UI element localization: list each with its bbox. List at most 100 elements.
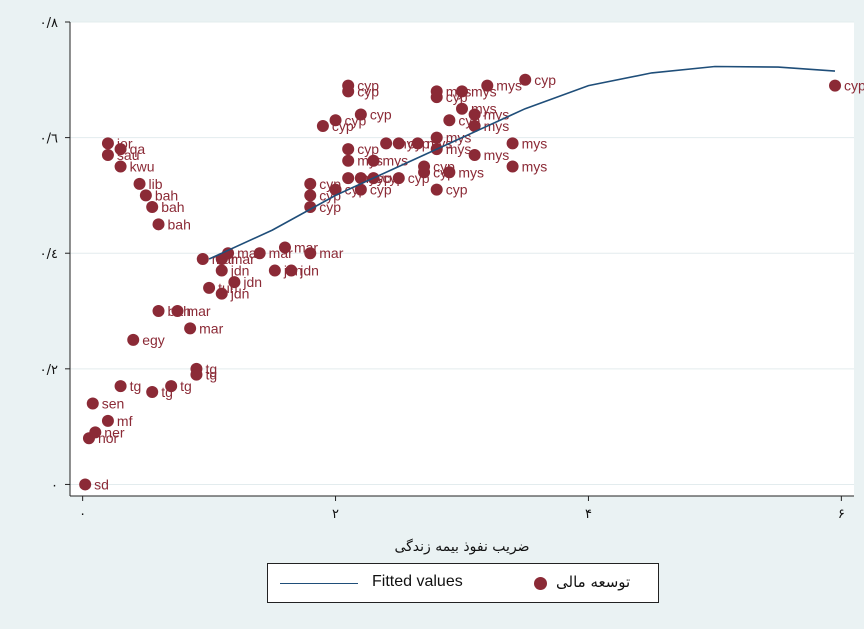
- scatter-point: [278, 241, 291, 254]
- point-label: sen: [102, 396, 125, 412]
- scatter-point: [380, 137, 393, 150]
- point-label: mys: [458, 164, 484, 180]
- point-label: mys: [446, 83, 472, 99]
- point-label: mys: [496, 78, 522, 94]
- point-label: mys: [446, 141, 472, 157]
- scatter-point: [430, 85, 443, 98]
- y-tick-label: ۰/٤: [40, 247, 58, 262]
- scatter-point: [228, 276, 241, 289]
- point-label: cyp: [370, 170, 392, 186]
- scatter-point: [468, 148, 481, 161]
- point-label: mar: [231, 251, 255, 267]
- scatter-point: [101, 137, 114, 150]
- y-tick-label: ۰: [51, 478, 58, 493]
- scatter-point: [86, 397, 99, 410]
- point-label: mys: [357, 153, 383, 169]
- y-tick-label: ۰/۸: [40, 16, 58, 31]
- point-label: tg: [205, 367, 217, 383]
- point-label: mys: [395, 135, 421, 151]
- legend-points-label: توسعه مالی: [556, 573, 631, 591]
- point-label: cyp: [357, 83, 379, 99]
- y-tick-label: ۰/۲: [40, 363, 58, 378]
- point-label: cyp: [844, 78, 864, 94]
- point-label: jdn: [299, 263, 319, 279]
- point-label: nor: [98, 430, 119, 446]
- point-label: mys: [522, 159, 548, 175]
- scatter-point: [506, 137, 519, 150]
- point-label: jdn: [242, 274, 262, 290]
- fitted-values-line: [208, 65, 836, 260]
- point-label: mar: [186, 303, 210, 319]
- scatter-point: [101, 414, 114, 427]
- x-tick-label: ۴: [585, 507, 592, 522]
- scatter-point: [304, 247, 317, 260]
- scatter-point: [443, 166, 456, 179]
- x-tick-label: ۲: [332, 507, 339, 522]
- point-label: cyp: [319, 199, 341, 215]
- scatter-point: [481, 79, 494, 92]
- point-label: cyp: [357, 141, 379, 157]
- x-tick-label: ۶: [838, 507, 845, 522]
- scatter-point: [519, 73, 532, 86]
- point-label: tg: [130, 378, 142, 394]
- point-label: lib: [149, 176, 163, 192]
- scatter-point: [329, 183, 342, 196]
- data-points: [79, 73, 842, 491]
- scatter-point: [222, 247, 235, 260]
- point-label: mar: [237, 245, 261, 261]
- point-label: bah: [155, 187, 178, 203]
- point-label: bah: [168, 216, 191, 232]
- point-label: tun: [218, 280, 237, 296]
- scatter-point: [152, 218, 165, 231]
- scatter-point: [184, 322, 197, 335]
- legend: Fitted values توسعه مالی: [267, 563, 659, 603]
- point-label: cyp: [534, 72, 556, 88]
- point-label: cyp: [345, 112, 367, 128]
- x-axis-title: ضریب نفوذ بیمه زندگی: [394, 538, 529, 555]
- scatter-point: [215, 287, 228, 300]
- point-label: sau: [117, 147, 140, 163]
- scatter-point: [285, 264, 298, 277]
- point-label: cyp: [357, 78, 379, 94]
- scatter-point: [367, 154, 380, 167]
- scatter-point: [152, 305, 165, 318]
- scatter-point: [101, 148, 114, 161]
- point-label: mar: [319, 245, 343, 261]
- point-label: cyp: [458, 112, 480, 128]
- scatter-point: [146, 385, 159, 398]
- point-label: ner: [104, 424, 125, 440]
- point-label: qa: [130, 141, 146, 157]
- scatter-point: [430, 183, 443, 196]
- scatter-point: [196, 253, 209, 265]
- legend-fitted-values-label: Fitted values: [372, 573, 463, 590]
- point-label: mys: [484, 118, 510, 134]
- scatter-point: [456, 102, 468, 115]
- scatter-point: [139, 189, 152, 202]
- scatter-point: [342, 154, 355, 167]
- point-label: cyp: [370, 182, 392, 198]
- scatter-point: [127, 333, 140, 346]
- scatter-point: [146, 200, 159, 213]
- point-label: cyp: [319, 176, 341, 192]
- scatter-point: [329, 114, 342, 127]
- scatter-point: [304, 200, 317, 213]
- scatter-point: [392, 137, 405, 150]
- point-label: cyp: [345, 182, 367, 198]
- scatter-point: [468, 108, 481, 121]
- point-label: mar: [269, 245, 293, 261]
- point-label: mys: [522, 135, 548, 151]
- point-label: bah: [161, 199, 184, 215]
- x-tick-label: ۰: [79, 507, 86, 522]
- scatter-point: [253, 247, 266, 260]
- fitted-line-layer: [208, 65, 836, 260]
- scatter-point: [443, 114, 456, 127]
- point-label: cyp: [382, 170, 404, 186]
- point-label: mys: [471, 83, 497, 99]
- scatter-point: [304, 177, 317, 190]
- point-label: jor: [116, 135, 133, 151]
- point-label: tg: [180, 378, 192, 394]
- scatter-point: [430, 131, 443, 144]
- point-label: egy: [142, 332, 165, 348]
- scatter-point: [165, 380, 178, 393]
